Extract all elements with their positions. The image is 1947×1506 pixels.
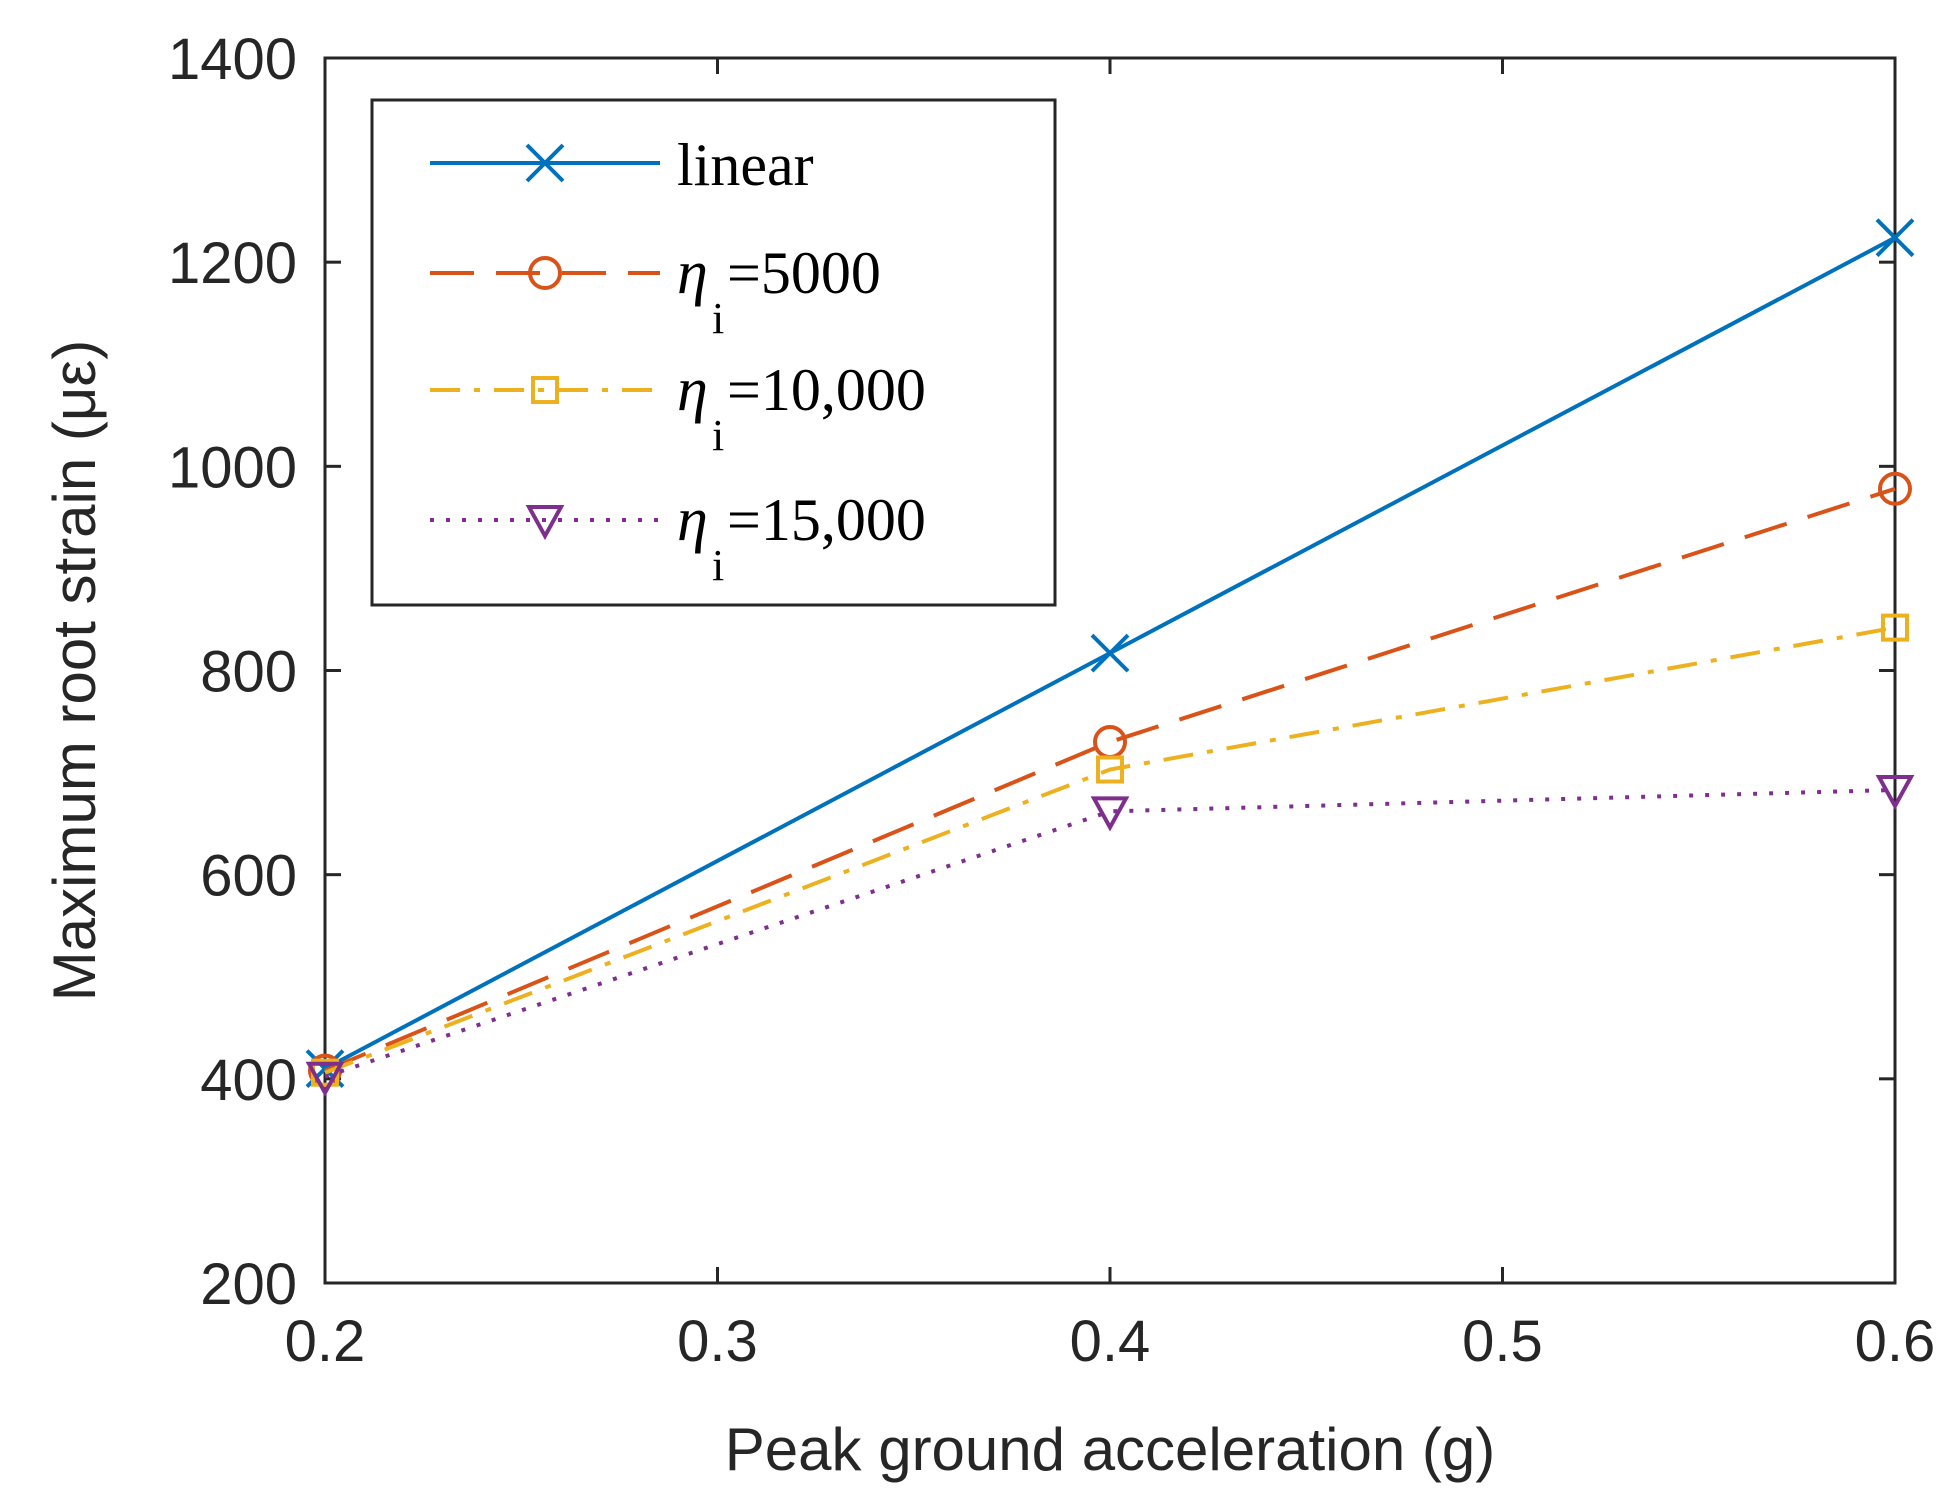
x-tick-label: 0.6 (1855, 1309, 1936, 1374)
series-line (324, 486, 1896, 1073)
legend-entry: ηi=15,000 (430, 486, 926, 590)
x-axis-label: Peak ground acceleration (g) (725, 1416, 1495, 1483)
y-tick-label: 1200 (168, 231, 297, 296)
series-triangle-down (305, 774, 1915, 1097)
marker-x-stroke (1090, 633, 1130, 673)
marker-x (525, 143, 565, 183)
x-tick-label: 0.5 (1462, 1309, 1543, 1374)
y-tick-label: 200 (200, 1252, 297, 1317)
legend-value: =15,000 (727, 487, 926, 553)
marker-triangle-down (305, 1061, 345, 1097)
marker-square (531, 376, 559, 404)
marker-x (1090, 633, 1130, 673)
marker-circle (528, 256, 562, 290)
legend-eta-symbol: η (677, 356, 708, 424)
legend-label: linear (677, 132, 814, 198)
x-tick-label: 0.3 (677, 1309, 758, 1374)
y-tick-label: 1400 (168, 27, 297, 92)
legend-entry: ηi=10,000 (430, 356, 926, 460)
y-tick-label: 600 (200, 844, 297, 909)
legend-subscript: i (712, 541, 724, 590)
legend-subscript: i (712, 411, 724, 460)
legend-box (370, 98, 1057, 607)
y-tick-label: 400 (200, 1048, 297, 1113)
marker-triangle-down (525, 505, 565, 541)
marker-x-stroke (525, 143, 565, 183)
marker-x (1875, 218, 1915, 258)
marker-triangle-down (1875, 774, 1915, 811)
y-tick-label: 1000 (168, 435, 297, 500)
y-tick-label: 800 (200, 640, 297, 705)
marker-triangle-down (1090, 796, 1130, 832)
x-tick-label: 0.4 (1070, 1309, 1151, 1374)
legend-value: =10,000 (727, 357, 926, 423)
legend-entry: ηi=5000 (430, 239, 881, 343)
x-tick-label: 0.2 (285, 1309, 366, 1374)
legend-subscript: i (712, 294, 724, 343)
marker-square (1881, 613, 1909, 642)
legend-entry: linear (430, 132, 814, 198)
marker-square (1096, 755, 1124, 784)
series-layer (305, 218, 1915, 1097)
legend-eta-symbol: η (677, 239, 708, 307)
x-axis: 0.2 0.3 0.4 0.5 0.6 (285, 58, 1936, 1374)
marker-x-stroke (1875, 218, 1915, 258)
y-axis: 200 400 600 800 1000 1200 1400 (168, 27, 1895, 1317)
y-axis-label: Maximum root strain (με) (41, 340, 108, 1001)
legend-eta-symbol: η (677, 486, 708, 554)
marker-circle (1878, 471, 1912, 506)
legend-value: =5000 (727, 240, 881, 306)
series-line (324, 625, 1896, 1075)
